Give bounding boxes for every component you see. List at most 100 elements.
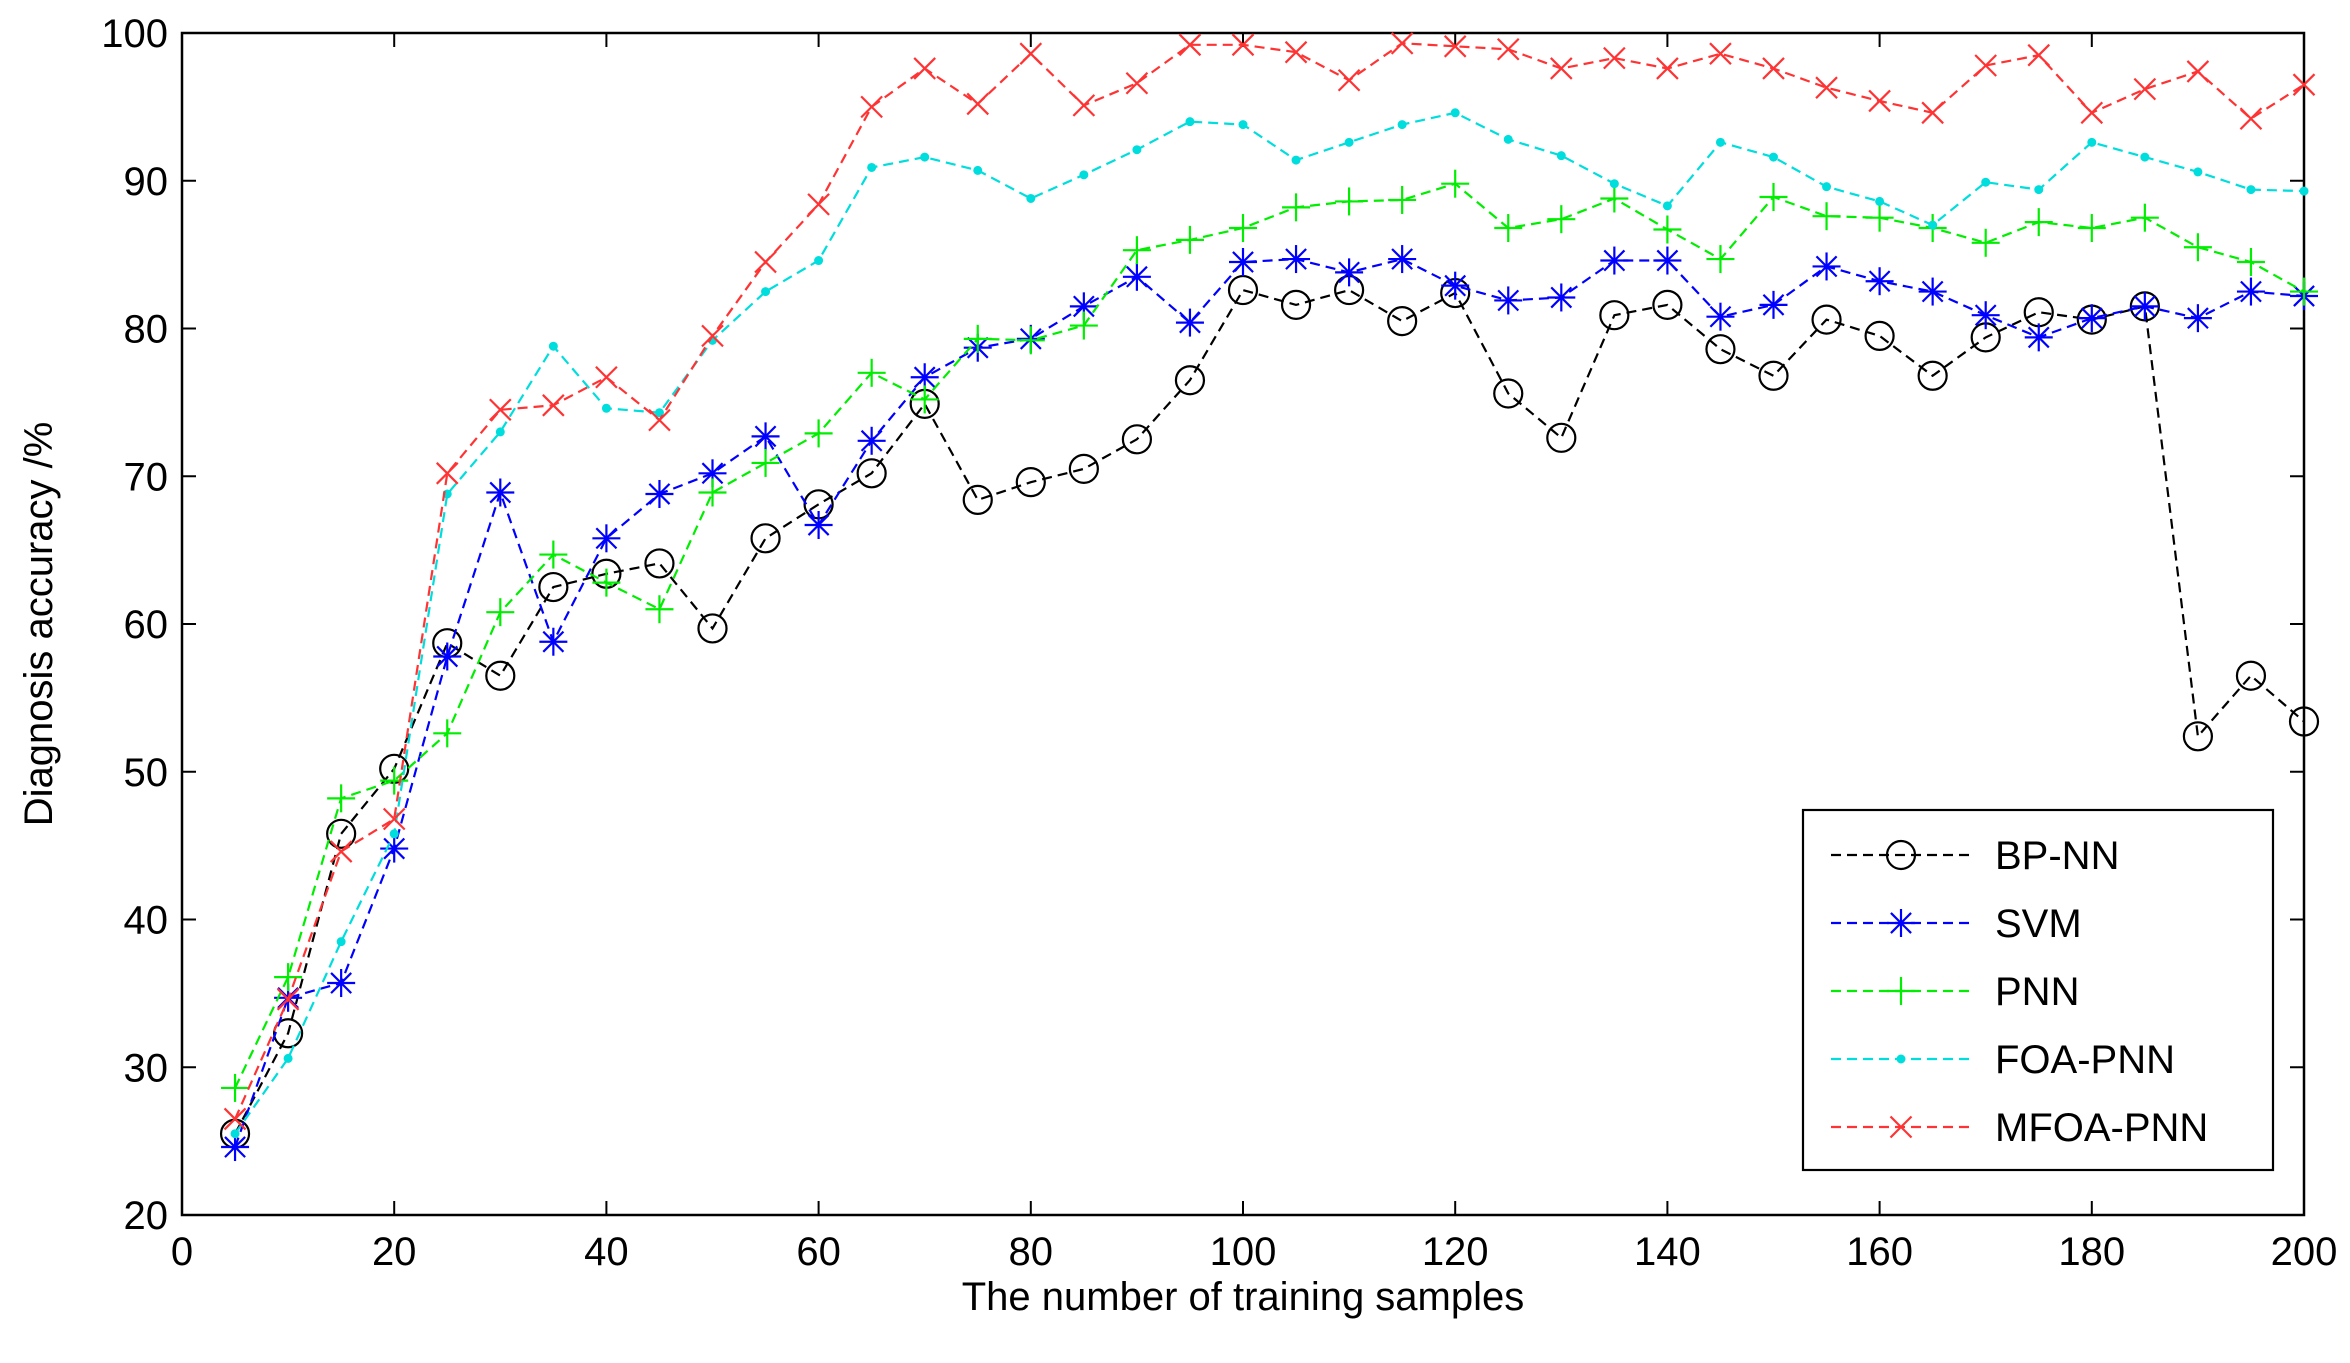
data-point-pnn <box>1229 214 1257 243</box>
legend-label-bp-nn: BP-NN <box>1995 834 2119 878</box>
x-tick-label: 80 <box>1009 1230 1054 1274</box>
data-point-foa-pnn <box>2299 186 2309 196</box>
data-point-foa-pnn <box>548 341 558 351</box>
data-point-mfoa-pnn <box>1815 76 1838 99</box>
x-axis-title: The number of training samples <box>962 1275 1525 1319</box>
data-point-mfoa-pnn <box>489 398 512 422</box>
data-point-foa-pnn <box>1079 170 1089 180</box>
data-point-foa-pnn <box>1822 182 1832 192</box>
legend-marker-foa-pnn <box>1896 1054 1906 1064</box>
data-point-bp-nn <box>1599 300 1630 331</box>
legend-item-bp-nn: BP-NN <box>1831 834 2119 878</box>
data-point-svm <box>2077 304 2106 333</box>
data-point-pnn <box>2183 233 2212 262</box>
x-tick-label: 120 <box>1422 1230 1489 1274</box>
data-point-foa-pnn <box>495 427 505 437</box>
data-point-pnn <box>1547 205 1576 234</box>
data-point-mfoa-pnn <box>2292 73 2316 96</box>
data-point-pnn <box>1706 245 1735 274</box>
data-point-svm <box>327 969 356 998</box>
data-point-svm <box>380 834 409 863</box>
data-point-mfoa-pnn <box>807 193 830 216</box>
data-point-mfoa-pnn <box>1072 94 1096 117</box>
y-tick-label: 90 <box>124 160 169 204</box>
data-point-pnn <box>274 963 303 992</box>
y-tick-label: 20 <box>124 1194 169 1238</box>
data-point-svm <box>1494 286 1523 315</box>
data-point-bp-nn <box>326 818 357 849</box>
data-point-svm <box>1175 308 1204 337</box>
series-line-bp-nn <box>234 288 2305 1135</box>
data-point-pnn <box>698 478 727 507</box>
data-point-pnn <box>380 766 409 795</box>
data-point-bp-nn <box>1121 424 1153 455</box>
data-point-svm <box>1706 302 1735 331</box>
data-point-foa-pnn <box>1238 120 1248 130</box>
series-layer <box>219 32 2320 1162</box>
data-point-bp-nn <box>2288 706 2320 737</box>
data-point-mfoa-pnn <box>1125 71 1149 95</box>
data-point-pnn <box>433 719 462 748</box>
data-point-pnn <box>1441 169 1470 198</box>
data-point-mfoa-pnn <box>966 92 990 116</box>
data-point-mfoa-pnn <box>1921 101 1944 125</box>
data-point-svm <box>1865 267 1894 296</box>
data-point-foa-pnn <box>283 1053 293 1063</box>
legend: BP-NN SVM PNN FOA-PNN MFOA-PNN <box>1801 808 2275 1172</box>
legend-item-svm: SVM <box>1831 902 2082 946</box>
data-point-foa-pnn <box>1556 151 1566 161</box>
x-tick-label: 60 <box>796 1230 841 1274</box>
series-line-pnn <box>234 182 2305 1089</box>
data-point-svm <box>1759 290 1788 319</box>
data-point-mfoa-pnn <box>2027 43 2051 67</box>
data-point-mfoa-pnn <box>1496 37 1520 61</box>
data-point-mfoa-pnn <box>276 988 300 1011</box>
data-point-bp-nn <box>2235 660 2267 691</box>
legend-label-pnn: PNN <box>1995 970 2079 1014</box>
data-point-foa-pnn <box>1344 137 1354 147</box>
legend-label-mfoa-pnn: MFOA-PNN <box>1995 1106 2208 1150</box>
data-point-pnn <box>1653 215 1682 244</box>
series-line-foa-pnn <box>234 111 2305 1135</box>
data-point-bp-nn <box>1652 289 1683 320</box>
data-point-foa-pnn <box>2246 185 2256 195</box>
data-point-foa-pnn <box>389 829 399 839</box>
data-point-svm <box>1122 262 1151 291</box>
data-point-svm <box>2236 277 2265 306</box>
data-point-svm <box>2024 323 2053 352</box>
x-axis: 0 20 40 60 80 100 120 140 160 180 200 <box>171 33 2338 1274</box>
data-point-bp-nn <box>1864 320 1895 351</box>
data-point-svm <box>1229 248 1257 277</box>
data-point-mfoa-pnn <box>1337 69 1361 92</box>
data-point-pnn <box>1600 184 1629 213</box>
data-point-bp-nn <box>1493 378 1524 409</box>
data-point-svm <box>539 627 568 656</box>
data-point-foa-pnn <box>2193 167 2203 177</box>
data-point-bp-nn <box>962 484 993 515</box>
series-line-mfoa-pnn <box>234 42 2305 1120</box>
data-point-foa-pnn <box>2087 137 2097 147</box>
data-point-mfoa-pnn <box>1390 32 1414 55</box>
data-point-pnn <box>1069 311 1098 340</box>
data-point-mfoa-pnn <box>1974 54 1997 77</box>
data-point-foa-pnn <box>1769 152 1778 162</box>
x-tick-label: 140 <box>1634 1230 1701 1274</box>
data-point-mfoa-pnn <box>1868 89 1891 113</box>
data-point-pnn <box>751 448 780 477</box>
data-point-bp-nn <box>485 660 516 691</box>
x-tick-label: 100 <box>1210 1230 1277 1274</box>
data-point-foa-pnn <box>1981 177 1991 187</box>
data-point-bp-nn <box>1546 422 1577 453</box>
data-point-svm <box>1547 283 1576 312</box>
x-tick-label: 200 <box>2271 1230 2338 1274</box>
data-point-bp-nn <box>1917 360 1948 391</box>
data-point-bp-nn <box>1280 289 1312 320</box>
data-point-mfoa-pnn <box>1550 57 1573 80</box>
data-point-mfoa-pnn <box>913 57 936 80</box>
data-point-bp-nn <box>644 548 675 579</box>
data-point-foa-pnn <box>601 403 611 413</box>
data-point-bp-nn <box>750 523 781 554</box>
y-tick-label: 30 <box>124 1046 169 1090</box>
data-point-bp-nn <box>1227 274 1259 306</box>
data-point-mfoa-pnn <box>542 394 565 417</box>
